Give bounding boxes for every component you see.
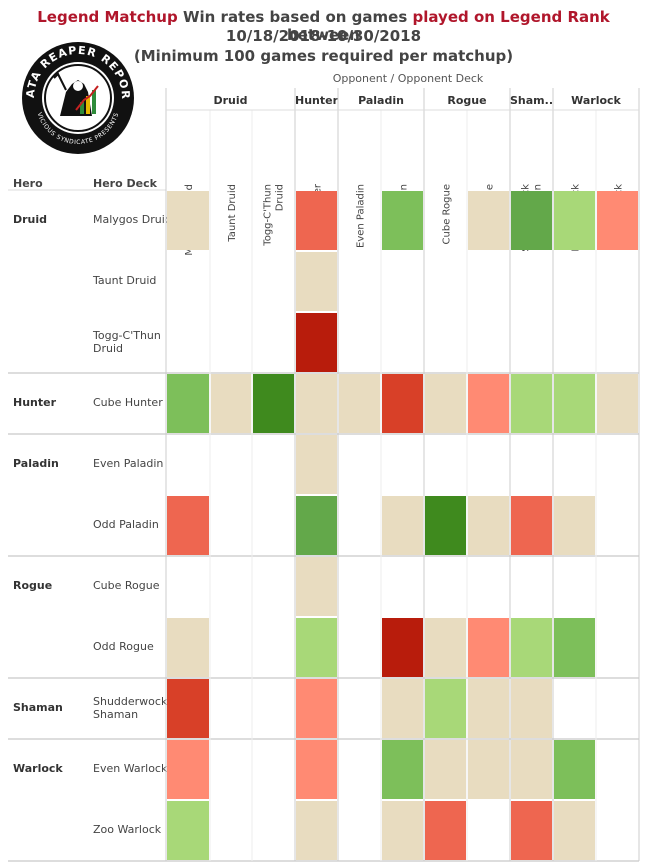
hero-deck-label: Odd Paladin — [93, 518, 159, 531]
hero-column-header: Hero — [13, 177, 43, 190]
matchup-cell — [554, 618, 595, 677]
matchup-cell — [468, 740, 509, 799]
matchup-cell — [511, 191, 552, 250]
matchup-cell — [296, 496, 337, 555]
opponent-deck-label: Togg-C'ThunDruid — [263, 184, 286, 247]
opponent-group-label: Hunter — [295, 94, 339, 107]
matchup-cell — [554, 740, 595, 799]
matchup-cell — [554, 374, 595, 433]
hero-group-label: Paladin — [13, 457, 59, 470]
matchup-cell — [425, 740, 466, 799]
matchup-cell — [425, 374, 466, 433]
matchup-cell — [554, 191, 595, 250]
title-between: between — [287, 26, 360, 44]
hero-group-label: Shaman — [13, 701, 63, 714]
opponent-group-label: Sham.. — [510, 94, 553, 107]
matchup-cell — [382, 679, 423, 738]
opponent-deck-label: Cube Rogue — [442, 184, 453, 244]
opponent-axis-caption: Opponent / Opponent Deck — [332, 72, 484, 85]
matchup-cell — [511, 679, 552, 738]
matchup-cell — [296, 740, 337, 799]
hero-group-label: Druid — [13, 213, 47, 226]
hero-deck-label: Malygos Druid — [93, 213, 172, 226]
matchup-cell — [511, 374, 552, 433]
matchup-cell — [382, 618, 423, 677]
matchup-cell — [211, 374, 251, 433]
matchup-cell — [296, 618, 337, 677]
matchup-cell — [296, 313, 337, 372]
matchup-cell — [167, 740, 209, 799]
matchup-cell — [468, 191, 509, 250]
matchup-cell — [382, 374, 423, 433]
matchup-cell — [511, 740, 552, 799]
matchup-cell — [296, 191, 337, 250]
matchup-cell — [296, 801, 337, 860]
opponent-group-label: Rogue — [447, 94, 486, 107]
hero-deck-label: Odd Rogue — [93, 640, 154, 653]
matchup-cell — [167, 191, 209, 250]
matchup-cell — [554, 496, 595, 555]
matchup-cell — [511, 801, 552, 860]
opponent-group-label: Paladin — [358, 94, 404, 107]
matchup-cell — [296, 252, 337, 311]
reaper-figure-icon — [53, 72, 99, 116]
matchup-cell — [167, 496, 209, 555]
hero-deck-label: Taunt Druid — [92, 274, 156, 287]
matchup-cell — [382, 496, 423, 555]
matchup-cell — [468, 496, 509, 555]
matchup-cell — [511, 618, 552, 677]
matchup-cell — [167, 374, 209, 433]
hero-deck-label: Even Paladin — [93, 457, 163, 470]
matchup-cell — [425, 496, 466, 555]
matchup-cell — [296, 557, 337, 616]
matchup-cell — [167, 679, 209, 738]
opponent-deck-label: Taunt Druid — [227, 184, 238, 243]
hero-deck-label: Cube Rogue — [93, 579, 160, 592]
chart-subtitle: (Minimum 100 games required per matchup) — [133, 47, 514, 65]
hero-group-label: Hunter — [13, 396, 57, 409]
opponent-group-label: Warlock — [571, 94, 621, 107]
hero-group-label: Rogue — [13, 579, 52, 592]
opponent-group-label: Druid — [213, 94, 247, 107]
matchup-cell — [425, 801, 466, 860]
matchup-cell — [167, 618, 209, 677]
hero-deck-label: Shudderwock Shaman — [93, 695, 168, 721]
matchup-cell — [597, 374, 638, 433]
hero-deck-label: Even Warlock — [93, 762, 168, 775]
matchup-cell — [511, 496, 552, 555]
matchup-cell — [554, 801, 595, 860]
title-win-rates: Win rates based on games — [182, 8, 408, 26]
matchup-cell — [468, 374, 509, 433]
hero-deck-label: Cube Hunter — [93, 396, 163, 409]
matchup-cell — [468, 618, 509, 677]
hero-deck-column-header: Hero Deck — [93, 177, 158, 190]
hero-group-label: Warlock — [13, 762, 63, 775]
matchup-cell — [296, 374, 337, 433]
matchup-cell — [382, 191, 423, 250]
hero-deck-label: Zoo Warlock — [93, 823, 162, 836]
title-legend-rank: played on Legend Rank — [412, 8, 610, 26]
chart-title-line1: Legend Matchup Win rates based on games … — [0, 8, 647, 44]
data-reaper-logo: DATA REAPER REPORT VICIOUS SYNDICATE PRE… — [20, 40, 134, 154]
matchup-cell — [468, 679, 509, 738]
matchup-cell — [382, 740, 423, 799]
hero-deck-label: Togg-C'Thun Druid — [92, 329, 161, 355]
title-legend-matchup: Legend Matchup — [37, 8, 178, 26]
chart-title-dates: 10/18/2018-10/30/2018 — [225, 27, 422, 45]
opponent-deck-label: Even Paladin — [356, 184, 367, 248]
matchup-cell — [296, 435, 337, 494]
matchup-cell — [425, 679, 466, 738]
matchup-cell — [597, 191, 638, 250]
matchup-cell — [339, 374, 380, 433]
matchup-cell — [382, 801, 423, 860]
matchup-cell — [296, 679, 337, 738]
matchup-cell — [167, 801, 209, 860]
matchup-cell — [425, 618, 466, 677]
matchup-cell — [253, 374, 294, 433]
